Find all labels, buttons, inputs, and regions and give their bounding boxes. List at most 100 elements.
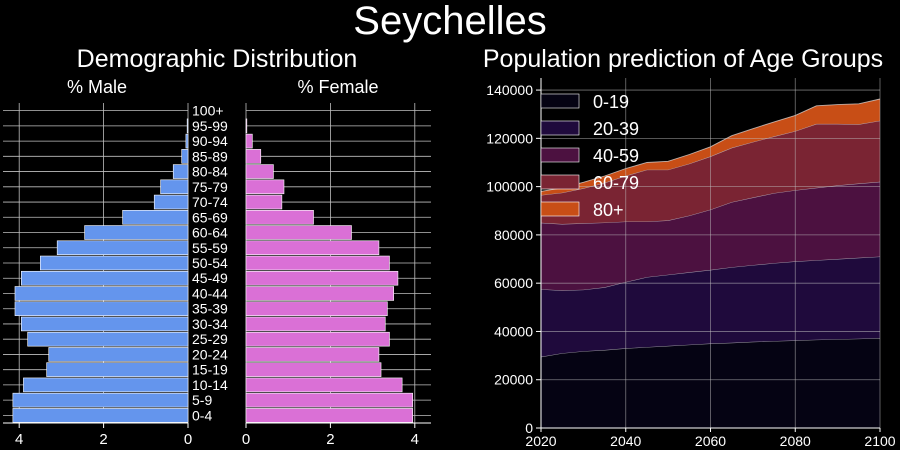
female-bar bbox=[245, 179, 285, 195]
legend-swatch bbox=[540, 201, 580, 217]
male-bar bbox=[21, 316, 189, 332]
female-bar bbox=[245, 331, 390, 347]
legend-label: 0-19 bbox=[593, 92, 629, 112]
female-x-tick-label: 0 bbox=[242, 431, 250, 448]
area-x-tick-label: 2080 bbox=[780, 433, 811, 449]
area-y-tick-label: 140000 bbox=[486, 82, 533, 98]
area-y-tick-label: 60000 bbox=[494, 275, 533, 291]
age-group-label: 40-44 bbox=[192, 285, 228, 301]
female-axis-title: % Female bbox=[297, 77, 378, 97]
male-bar bbox=[46, 362, 189, 377]
female-bar bbox=[245, 133, 253, 149]
female-bar bbox=[245, 164, 274, 179]
page-title: Seychelles bbox=[353, 0, 546, 43]
male-bar bbox=[12, 392, 189, 408]
male-bar bbox=[122, 210, 189, 225]
male-x-tick-label: 0 bbox=[184, 431, 192, 448]
age-group-label: 25-29 bbox=[192, 331, 228, 347]
area-chart-title: Population prediction of Age Groups bbox=[483, 45, 883, 73]
male-bar bbox=[23, 377, 189, 393]
male-bar bbox=[185, 133, 189, 149]
female-bar bbox=[245, 286, 394, 301]
male-bar bbox=[48, 347, 189, 362]
male-bar bbox=[39, 255, 189, 271]
area-y-tick-label: 100000 bbox=[486, 179, 533, 195]
female-x-tick-label: 2 bbox=[326, 431, 334, 448]
area-x-tick-label: 2040 bbox=[610, 433, 641, 449]
pyramid-female-plot: 0 2 4 bbox=[242, 103, 431, 448]
age-group-label: 80-84 bbox=[192, 164, 228, 180]
area-y-tick-label: 40000 bbox=[494, 323, 533, 339]
area-x-tick-label: 2100 bbox=[864, 433, 895, 449]
female-bar bbox=[245, 255, 390, 271]
legend-swatch bbox=[540, 174, 580, 190]
male-bar bbox=[14, 301, 189, 316]
age-group-label: 5-9 bbox=[192, 392, 212, 408]
area-chart-legend: 0-19 20-39 40-59 60-79 80+ bbox=[540, 92, 639, 220]
legend-label: 60-79 bbox=[593, 173, 639, 193]
female-x-tick-label: 4 bbox=[411, 431, 419, 448]
legend-label: 80+ bbox=[593, 200, 624, 220]
male-axis-title: % Male bbox=[67, 77, 127, 97]
age-group-label: 60-64 bbox=[192, 225, 228, 241]
area-x-tick-label: 2060 bbox=[695, 433, 726, 449]
age-group-label: 90-94 bbox=[192, 133, 228, 149]
age-group-label: 45-49 bbox=[192, 270, 228, 286]
age-group-label: 75-79 bbox=[192, 179, 228, 195]
age-group-label: 35-39 bbox=[192, 301, 228, 317]
female-bar bbox=[245, 225, 352, 240]
age-group-label: 65-69 bbox=[192, 209, 228, 225]
pyramid-title: Demographic Distribution bbox=[77, 45, 358, 73]
legend-swatch bbox=[540, 147, 580, 163]
male-bar bbox=[172, 164, 189, 179]
age-group-label: 15-19 bbox=[192, 362, 228, 378]
legend-swatch bbox=[540, 120, 580, 136]
female-bar bbox=[245, 270, 399, 286]
age-group-label: 30-34 bbox=[192, 316, 228, 332]
legend-label: 20-39 bbox=[593, 119, 639, 139]
area-y-tick-label: 0 bbox=[525, 420, 533, 436]
female-bar bbox=[245, 316, 386, 332]
legend-label: 40-59 bbox=[593, 146, 639, 166]
male-bar bbox=[181, 149, 189, 164]
male-bar bbox=[160, 179, 189, 195]
female-bar bbox=[245, 149, 262, 164]
age-group-label: 10-14 bbox=[192, 377, 228, 393]
female-bar bbox=[245, 301, 388, 316]
age-group-label: 85-89 bbox=[192, 148, 228, 164]
male-bar bbox=[27, 331, 189, 347]
male-bar bbox=[56, 240, 189, 256]
age-group-label: 50-54 bbox=[192, 255, 228, 271]
pyramid-age-labels: 0-45-910-1415-1920-2425-2930-3435-3940-4… bbox=[192, 103, 228, 424]
age-group-label: 70-74 bbox=[192, 194, 228, 210]
area-chart-plot: 0 20000 40000 60000 80000 100000 120000 140000 2… bbox=[486, 78, 896, 449]
age-group-label: 55-59 bbox=[192, 240, 228, 256]
area-y-tick-label: 120000 bbox=[486, 130, 533, 146]
age-group-label: 95-99 bbox=[192, 118, 228, 134]
male-bar bbox=[12, 408, 189, 423]
area-x-tick-label: 2020 bbox=[525, 433, 556, 449]
female-bar bbox=[245, 240, 380, 256]
male-x-tick-label: 2 bbox=[99, 431, 107, 448]
female-bar bbox=[245, 362, 382, 377]
age-group-label: 0-4 bbox=[192, 407, 212, 423]
pyramid-male-plot: 4 2 0 bbox=[3, 103, 192, 448]
female-bar bbox=[245, 377, 403, 393]
male-bar bbox=[21, 270, 189, 286]
female-bar bbox=[245, 210, 314, 225]
male-x-tick-label: 4 bbox=[15, 431, 23, 448]
female-bar bbox=[245, 392, 413, 408]
female-bar bbox=[245, 194, 283, 210]
female-bar bbox=[245, 347, 380, 362]
male-bar bbox=[14, 286, 189, 301]
area-y-tick-label: 20000 bbox=[494, 372, 533, 388]
age-group-label: 20-24 bbox=[192, 346, 228, 362]
male-bar bbox=[84, 225, 189, 240]
male-bar bbox=[186, 118, 189, 134]
legend-swatch bbox=[540, 93, 580, 109]
female-bar bbox=[245, 118, 248, 134]
male-bar bbox=[153, 194, 189, 210]
area-y-tick-label: 80000 bbox=[494, 227, 533, 243]
age-group-label: 100+ bbox=[192, 103, 224, 119]
